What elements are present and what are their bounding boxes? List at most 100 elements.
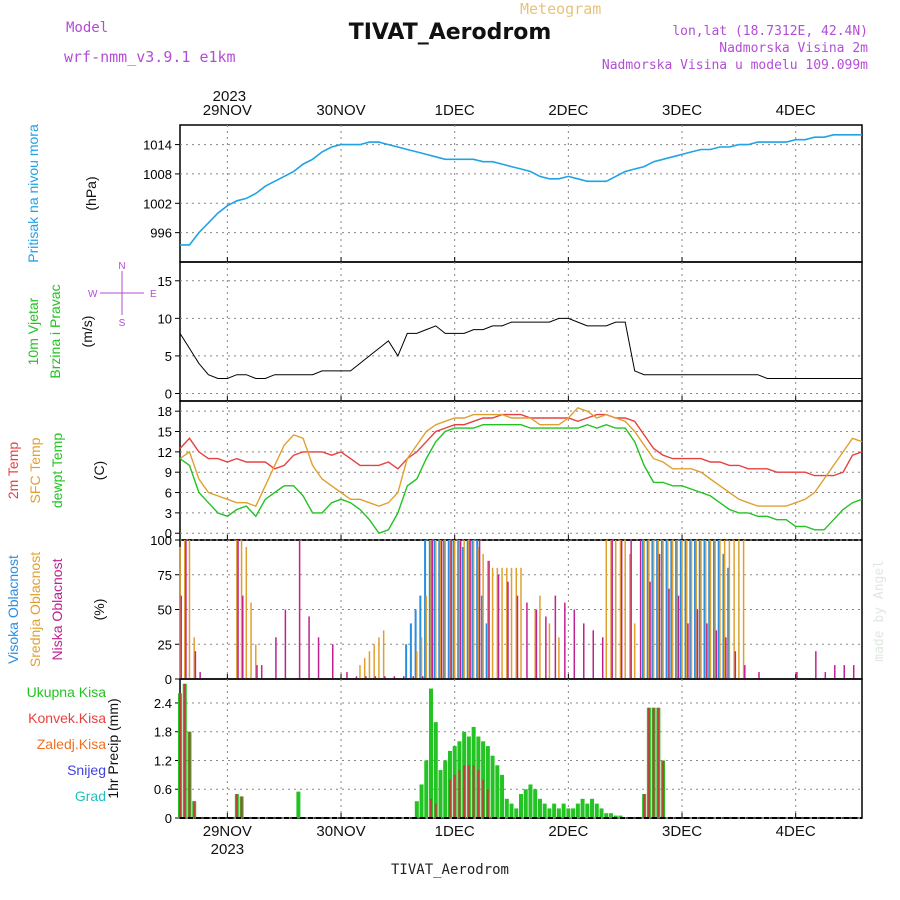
wind-ytick-label: 5 bbox=[165, 349, 172, 364]
precip-legend-item: Zaledj.Kisa bbox=[37, 736, 106, 752]
precip-total-bar bbox=[566, 808, 571, 818]
precip-total-bar bbox=[433, 722, 438, 818]
precip-conv-bar bbox=[467, 765, 470, 818]
footer-station: TIVAT_Aerodrom bbox=[390, 862, 509, 878]
cloud-ytick-label: 75 bbox=[158, 568, 172, 583]
temperature-ytick-label: 15 bbox=[158, 425, 172, 440]
precip-legend-item: Grad bbox=[75, 788, 106, 804]
precip-conv-bar bbox=[430, 798, 433, 818]
precip-total-bar bbox=[523, 789, 528, 818]
precip-total-bar bbox=[590, 798, 595, 818]
precip-conv-bar bbox=[643, 794, 646, 818]
precip-total-bar bbox=[429, 688, 434, 818]
info-altitude: Nadmorska Visina 2m bbox=[719, 41, 868, 56]
precip-total-bar bbox=[552, 803, 557, 818]
precip-total-bar bbox=[490, 755, 495, 818]
precip-conv-bar bbox=[472, 765, 475, 818]
cloud-ytick-label: 25 bbox=[158, 637, 172, 652]
precip-conv-bar bbox=[453, 774, 456, 818]
precip-total-bar bbox=[414, 801, 419, 818]
info-model-altitude: Nadmorska Visina u modelu 109.099m bbox=[601, 58, 868, 73]
precip-total-bar bbox=[533, 789, 538, 818]
wind-ytick-label: 10 bbox=[158, 311, 172, 326]
precip-total-bar bbox=[504, 798, 509, 818]
top-date-label: 4DEC bbox=[776, 102, 816, 119]
precip-conv-bar bbox=[434, 803, 437, 818]
model-name: wrf-nmm_v3.9.1 e1km bbox=[64, 48, 236, 66]
precip-total-bar bbox=[608, 813, 613, 818]
wind-frame bbox=[179, 261, 863, 402]
pressure-frame bbox=[179, 124, 863, 263]
precip-conv-bar bbox=[183, 683, 186, 818]
temperature-ylabel: SFC Temp bbox=[27, 437, 43, 503]
precip-total-bar bbox=[528, 784, 533, 818]
temperature-ytick-label: 3 bbox=[165, 506, 172, 521]
watermark: made by Angel bbox=[872, 560, 887, 662]
precip-total-bar bbox=[575, 803, 580, 818]
pressure-ytick-label: 1008 bbox=[143, 167, 172, 182]
cloud-panel bbox=[175, 539, 863, 680]
precip-total-bar bbox=[571, 808, 576, 818]
cloud-ylabel: Niska Oblacnost bbox=[49, 558, 65, 660]
wind-ytick-label: 15 bbox=[158, 274, 172, 289]
pressure-ytick-label: 1014 bbox=[143, 138, 172, 153]
top-date-label: 3DEC bbox=[662, 102, 702, 119]
precip-conv-bar bbox=[463, 765, 466, 818]
precip-total-bar bbox=[485, 746, 490, 818]
precip-total-bar bbox=[547, 808, 552, 818]
temp-series-0 bbox=[179, 413, 863, 477]
precip-conv-bar bbox=[662, 760, 665, 818]
precip-total-bar bbox=[613, 815, 618, 818]
model-label: Model bbox=[66, 20, 109, 36]
precip-ytick-label: 1.8 bbox=[154, 725, 172, 740]
precip-conv-bar bbox=[477, 770, 480, 818]
top-date-label: 30NOV bbox=[316, 102, 365, 119]
temperature-ytick-label: 12 bbox=[158, 445, 172, 460]
temperature-ylabel: dewpt Temp bbox=[49, 433, 65, 508]
bottom-date-label: 2DEC bbox=[548, 823, 588, 840]
top-year-label: 2023 bbox=[213, 88, 246, 105]
precip-total-bar bbox=[438, 770, 443, 818]
temperature-ytick-label: 6 bbox=[165, 486, 172, 501]
top-date-label: 2DEC bbox=[548, 102, 588, 119]
precip-ytick-label: 0 bbox=[165, 811, 172, 826]
bottom-date-label: 3DEC bbox=[662, 823, 702, 840]
precip-ytick-label: 2.4 bbox=[154, 696, 172, 711]
pressure-ylabel: Pritisak na nivou mora bbox=[25, 124, 41, 263]
wind-ylabel: Brzina i Pravac bbox=[47, 284, 63, 378]
bottom-date-label: 4DEC bbox=[776, 823, 816, 840]
precip-total-bar bbox=[514, 808, 519, 818]
precip-total-bar bbox=[580, 798, 585, 818]
bottom-date-label: 1DEC bbox=[435, 823, 475, 840]
precip-total-bar bbox=[509, 803, 514, 818]
page-title: TIVAT_Aerodrom bbox=[348, 20, 552, 45]
pressure-ylabel: (hPa) bbox=[83, 176, 99, 210]
cloud-ytick-label: 100 bbox=[150, 533, 172, 548]
precip-conv-bar bbox=[486, 789, 489, 818]
precip-total-bar bbox=[556, 808, 561, 818]
precip-ytick-label: 0.6 bbox=[154, 782, 172, 797]
bottom-date-label: 30NOV bbox=[316, 823, 365, 840]
wind-line bbox=[179, 317, 862, 379]
temp-series-2 bbox=[179, 423, 863, 535]
precip-conv-bar bbox=[235, 794, 238, 818]
precip-conv-bar bbox=[458, 770, 461, 818]
compass-s: S bbox=[119, 318, 126, 329]
subtitle: Meteogram bbox=[520, 0, 602, 18]
wind-panel bbox=[100, 261, 863, 402]
temperature-ytick-label: 9 bbox=[165, 465, 172, 480]
precip-total-bar bbox=[604, 813, 609, 818]
precip-ytick-label: 1.2 bbox=[154, 753, 172, 768]
precip-total-bar bbox=[618, 815, 623, 818]
info-lonlat: lon,lat (18.7312E, 42.4N) bbox=[672, 24, 868, 39]
precip-total-bar bbox=[296, 791, 301, 818]
precip-total-bar bbox=[495, 765, 500, 818]
cloud-ylabel: Srednja Oblacnost bbox=[27, 552, 43, 667]
precip-conv-bar bbox=[448, 779, 451, 818]
precip-legend-item: Konvek.Kisa bbox=[28, 710, 106, 726]
precip-conv-bar bbox=[179, 693, 181, 818]
temperature-ylabel: (C) bbox=[91, 461, 107, 480]
bottom-year-label: 2023 bbox=[211, 841, 244, 858]
precip-ylabel: 1hr Precip (mm) bbox=[105, 698, 121, 798]
